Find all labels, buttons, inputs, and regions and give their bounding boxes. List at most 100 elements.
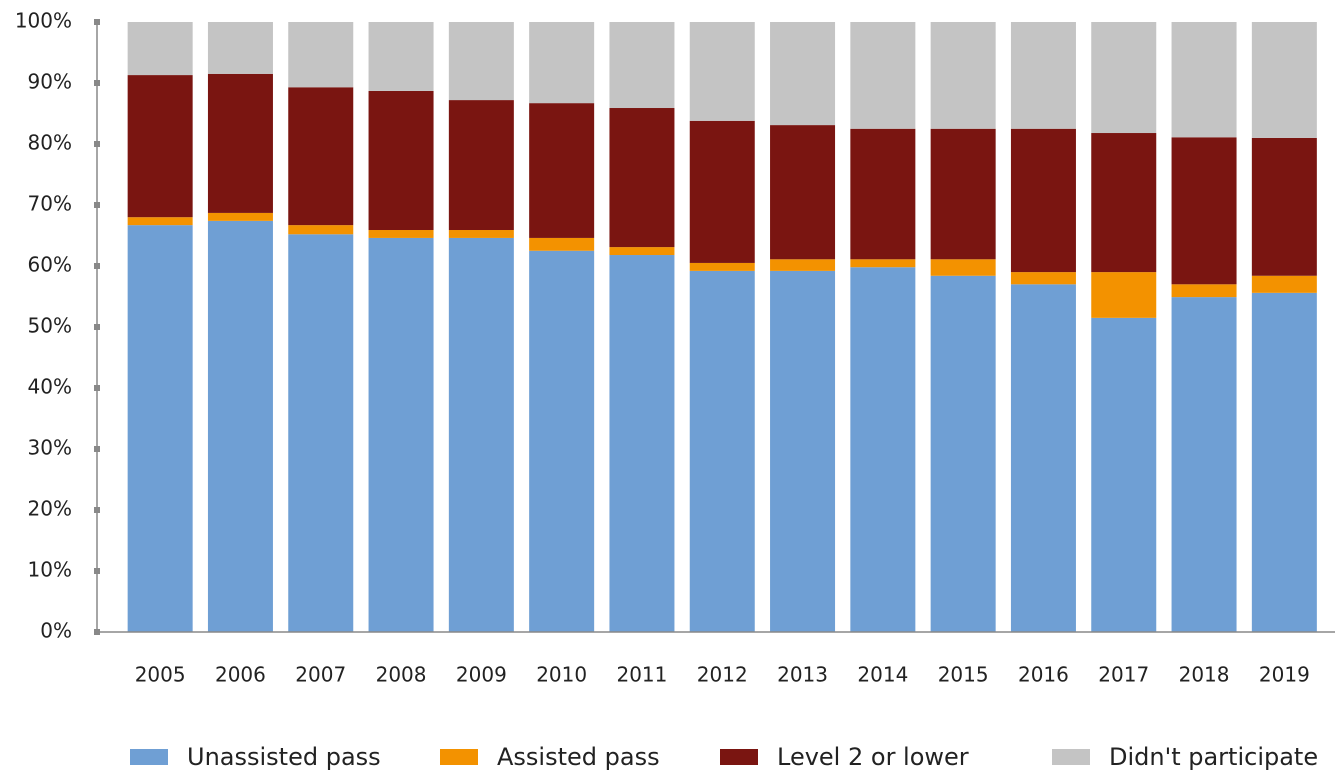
bar-segment [770, 270, 836, 632]
y-tick-label: 40% [28, 375, 72, 399]
bar-segment [368, 237, 434, 632]
y-tick-label: 80% [28, 131, 72, 155]
x-tick-label: 2011 [616, 663, 667, 687]
bar-segment [1251, 137, 1317, 276]
legend-swatch [440, 749, 478, 765]
bar-segment [1171, 22, 1237, 138]
bar-segment [850, 267, 916, 632]
bar-segment [1091, 133, 1157, 273]
bar-segment [689, 22, 755, 121]
legend-swatch [720, 749, 758, 765]
bar-segment [850, 22, 916, 129]
bar-segment [368, 230, 434, 238]
bar-segment [770, 22, 836, 126]
y-tick-label: 70% [28, 192, 72, 216]
bar-segment [930, 22, 996, 129]
x-tick-label: 2008 [376, 663, 427, 687]
bar-segment [770, 259, 836, 271]
bar-segment [288, 87, 354, 226]
bar-segment [930, 128, 996, 260]
y-tick-label: 100% [15, 9, 72, 33]
bar-segment [609, 247, 675, 256]
bar-segment [448, 237, 514, 632]
x-tick-label: 2015 [938, 663, 989, 687]
bar-segment [1010, 128, 1076, 273]
bar-segment [1171, 297, 1237, 632]
bar-segment [689, 270, 755, 632]
y-tick-label: 0% [40, 619, 72, 643]
bar-segment [448, 100, 514, 231]
bar-segment [770, 125, 836, 260]
x-tick-label: 2018 [1179, 663, 1230, 687]
x-tick-label: 2010 [536, 663, 587, 687]
bar-segment [1010, 22, 1076, 129]
x-tick-label: 2014 [857, 663, 908, 687]
y-tick-label: 20% [28, 497, 72, 521]
y-tick-label: 10% [28, 558, 72, 582]
y-tick-label: 30% [28, 436, 72, 460]
bar-segment [1091, 317, 1157, 632]
y-tick-label: 90% [28, 70, 72, 94]
y-tick [94, 202, 100, 208]
y-tick [94, 507, 100, 513]
legend-label: Assisted pass [497, 743, 660, 771]
bar-segment [207, 73, 273, 213]
bar-segment [689, 262, 755, 271]
legend-label: Level 2 or lower [777, 743, 969, 771]
y-tick [94, 263, 100, 269]
bar-segment [288, 234, 354, 632]
bar-segment [1251, 22, 1317, 138]
bar-segment [207, 22, 273, 74]
legend-label: Didn't participate [1109, 743, 1318, 771]
x-tick-label: 2009 [456, 663, 507, 687]
bar-segment [689, 120, 755, 263]
bar-segment [288, 22, 354, 88]
x-tick-label: 2013 [777, 663, 828, 687]
bar-segment [207, 220, 273, 633]
bar-segment [448, 230, 514, 238]
bar-segment [127, 75, 193, 218]
y-tick [94, 324, 100, 330]
x-tick-label: 2017 [1098, 663, 1149, 687]
bar-segment [127, 225, 193, 632]
bar-segment [1251, 292, 1317, 632]
y-tick [94, 446, 100, 452]
bar-segment [127, 217, 193, 226]
y-tick [94, 19, 100, 25]
x-tick-label: 2019 [1259, 663, 1310, 687]
x-tick-label: 2005 [135, 663, 186, 687]
bar-segment [1010, 272, 1076, 285]
y-tick [94, 141, 100, 147]
x-tick-label: 2007 [295, 663, 346, 687]
legend-label: Unassisted pass [187, 743, 381, 771]
bar-segment [1091, 22, 1157, 134]
bar-segment [850, 259, 916, 268]
bar-segment [529, 250, 595, 632]
bar-segment [850, 128, 916, 260]
bar-segment [1091, 272, 1157, 318]
y-tick [94, 385, 100, 391]
bar-segment [529, 237, 595, 251]
bar-segment [127, 22, 193, 76]
bar-segment [529, 22, 595, 104]
bar-segment [529, 103, 595, 238]
bar-segment [368, 90, 434, 231]
bar-segment [1171, 137, 1237, 285]
bar-segment [207, 212, 273, 221]
x-tick-label: 2012 [697, 663, 748, 687]
y-tick [94, 80, 100, 86]
bar-segment [609, 22, 675, 109]
bar-segment [1010, 284, 1076, 632]
legend-swatch [1052, 749, 1090, 765]
bar-segment [930, 275, 996, 632]
legend-swatch [130, 749, 168, 765]
y-tick-label: 60% [28, 253, 72, 277]
bar-segment [288, 225, 354, 235]
bar-segment [609, 108, 675, 248]
x-tick-label: 2006 [215, 663, 266, 687]
bar-segment [448, 22, 514, 101]
x-tick-label: 2016 [1018, 663, 1069, 687]
y-tick [94, 568, 100, 574]
bar-segment [368, 22, 434, 91]
